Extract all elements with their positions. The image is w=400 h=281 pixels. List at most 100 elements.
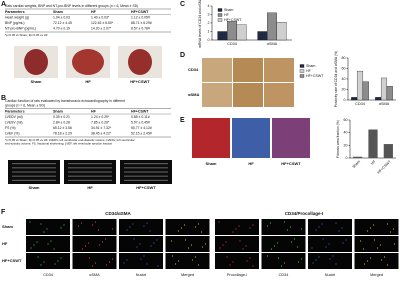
signal bbox=[321, 223, 323, 225]
table-cell: 1.12 ± 0.05# bbox=[131, 15, 150, 19]
signal bbox=[286, 229, 289, 231]
signal bbox=[363, 263, 366, 265]
echo-band bbox=[12, 179, 56, 181]
signal bbox=[40, 264, 42, 266]
legend-swatch bbox=[217, 13, 223, 17]
fluorescence-image bbox=[72, 219, 117, 235]
y-axis-label: mRNA levels of CD34 and αSMA bbox=[198, 0, 202, 48]
signal bbox=[54, 263, 56, 265]
y-tick-label: 4 bbox=[208, 4, 210, 8]
signal bbox=[133, 238, 135, 240]
table-cell: 5.97 ± 0.45# bbox=[131, 120, 150, 124]
signal bbox=[379, 244, 382, 246]
table-header: HF+CSWT bbox=[131, 109, 149, 113]
signal bbox=[101, 241, 104, 243]
signal bbox=[249, 227, 251, 229]
micrograph bbox=[202, 83, 232, 107]
signal bbox=[201, 246, 204, 248]
row-label: HF bbox=[2, 241, 8, 246]
table-cell: LVEDV (ml) bbox=[5, 115, 23, 119]
y-tick-label: 40 bbox=[344, 131, 348, 135]
signal bbox=[204, 243, 207, 245]
signal bbox=[81, 248, 84, 250]
signal bbox=[60, 227, 62, 229]
signal bbox=[136, 246, 138, 248]
table-cell: 1.40 ± 0.03* bbox=[91, 15, 110, 19]
image-label: Sham bbox=[206, 161, 217, 166]
signal bbox=[37, 256, 39, 258]
signal bbox=[94, 262, 97, 264]
signal bbox=[46, 228, 48, 230]
signal bbox=[140, 258, 142, 260]
fluorescence-image bbox=[165, 253, 210, 269]
fluorescence-image bbox=[72, 236, 117, 252]
fluorescence-image bbox=[354, 253, 399, 269]
table-cell: 14.20 ± 2.07* bbox=[91, 26, 112, 30]
signal bbox=[393, 243, 396, 245]
bar bbox=[236, 24, 247, 41]
table-cell: 7.85 ± 0.29* bbox=[91, 120, 110, 124]
signal bbox=[369, 227, 372, 229]
fluorescence-image bbox=[215, 236, 259, 252]
signal bbox=[108, 261, 111, 263]
echo-band bbox=[124, 179, 168, 181]
signal bbox=[43, 231, 45, 233]
signal bbox=[36, 241, 38, 243]
bar bbox=[257, 31, 268, 41]
signal bbox=[335, 263, 337, 265]
table-title: groups (n = 6, Mean ± SD) bbox=[5, 103, 45, 107]
table-cell: 0.39 ± 0.21 bbox=[53, 115, 70, 119]
echo-band bbox=[12, 175, 56, 177]
table-cell: 1.24 ± 0.29* bbox=[91, 115, 110, 119]
signal bbox=[171, 255, 174, 257]
signal bbox=[283, 221, 286, 223]
signal bbox=[157, 265, 159, 267]
signal bbox=[88, 257, 91, 259]
table-header: Sham bbox=[53, 10, 63, 14]
table-cell: Heart weight (g) bbox=[5, 15, 29, 19]
table-cell: 78.18 ± 2.29 bbox=[53, 131, 72, 135]
legend-label: HF bbox=[224, 13, 230, 17]
signal bbox=[235, 228, 237, 230]
signal bbox=[322, 238, 324, 240]
bar bbox=[351, 97, 358, 101]
y-tick-label: 60 bbox=[342, 66, 346, 70]
signal bbox=[226, 256, 228, 258]
image-label: Sham bbox=[31, 79, 42, 84]
image-label: HF+CSWT bbox=[136, 185, 156, 190]
panel-label: B bbox=[1, 95, 6, 102]
table-cell: LVEF (%) bbox=[5, 131, 19, 135]
bar bbox=[383, 144, 393, 158]
micrograph bbox=[232, 118, 270, 158]
table-cell: 65.12 ± 3.56 bbox=[53, 126, 72, 130]
x-tick-label: HF bbox=[370, 159, 377, 166]
table-cell: 88.71 ± 6.29# bbox=[131, 21, 152, 25]
signal bbox=[170, 240, 173, 242]
echo-band bbox=[68, 175, 112, 177]
x-tick-label: CD34 bbox=[227, 42, 237, 46]
bar bbox=[353, 156, 363, 158]
signal bbox=[341, 227, 343, 229]
signal bbox=[269, 222, 272, 224]
fluorescence-image bbox=[72, 253, 117, 269]
signal bbox=[345, 239, 347, 241]
table-cell: 38.45 ± 4.22* bbox=[91, 131, 112, 135]
signal bbox=[143, 255, 145, 257]
signal bbox=[126, 259, 128, 261]
bar bbox=[227, 21, 237, 41]
panel-label: E bbox=[180, 117, 185, 124]
row-label: HF+CSWT bbox=[2, 258, 22, 263]
table-note: *p<0.05 vs Sham; #p<0.05 vs HF bbox=[5, 33, 48, 37]
signal bbox=[249, 257, 251, 259]
signal bbox=[376, 247, 379, 249]
table-cell: FS (%) bbox=[5, 126, 16, 130]
fluorescence-image bbox=[308, 236, 352, 252]
signal bbox=[149, 230, 151, 232]
signal bbox=[311, 247, 313, 249]
panel-label: D bbox=[180, 52, 185, 59]
signal bbox=[97, 229, 100, 231]
signal bbox=[40, 223, 42, 225]
table-header: HF+CSWT bbox=[131, 10, 149, 14]
y-tick-label: 20 bbox=[344, 143, 348, 147]
fluorescence-image bbox=[354, 219, 399, 235]
